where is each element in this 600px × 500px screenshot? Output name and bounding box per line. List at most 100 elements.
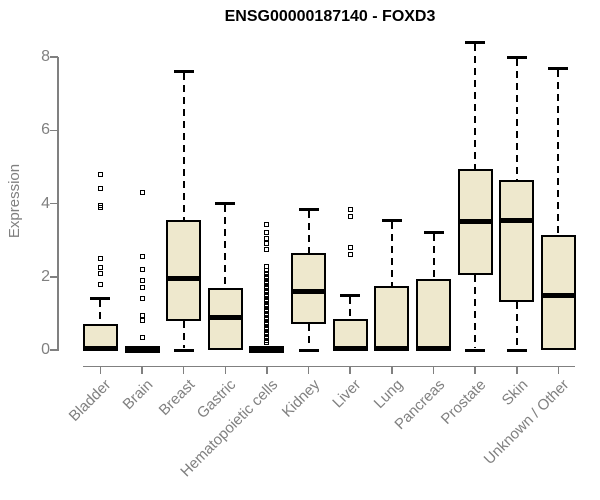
median-line <box>416 345 452 351</box>
outlier-point <box>264 327 270 333</box>
lower-whisker <box>307 324 310 349</box>
y-axis-tick-label: 2 <box>41 267 50 285</box>
x-axis-tick <box>391 365 393 374</box>
median-line <box>499 217 535 223</box>
upper-whisker <box>474 44 477 169</box>
x-axis-tick <box>557 365 560 374</box>
outlier-point <box>264 335 270 341</box>
lower-whisker <box>515 302 518 349</box>
x-axis-tick <box>141 365 143 374</box>
median-line <box>249 345 285 353</box>
box-iqr <box>499 179 535 303</box>
outlier-point <box>97 171 103 177</box>
x-axis-tick <box>182 365 185 374</box>
lower-whisker-cap <box>298 348 319 352</box>
lower-whisker-cap <box>465 348 486 352</box>
upper-whisker-cap <box>465 41 486 45</box>
upper-whisker <box>349 296 352 319</box>
outlier-point <box>264 278 270 284</box>
upper-whisker <box>515 58 518 180</box>
outlier-point <box>264 299 270 305</box>
outlier-point <box>264 246 270 252</box>
outlier-point <box>264 324 270 330</box>
outlier-point <box>97 202 103 208</box>
outlier-point <box>264 296 270 302</box>
outlier-point <box>264 306 270 312</box>
outlier-point <box>347 252 353 258</box>
y-axis-tick <box>50 202 58 205</box>
outlier-point <box>139 254 145 260</box>
upper-whisker <box>390 221 393 286</box>
median-line <box>332 345 368 351</box>
y-axis-tick-label: 6 <box>41 121 50 139</box>
outlier-point <box>264 337 270 343</box>
box-iqr <box>540 234 576 350</box>
x-axis-tick <box>516 365 518 374</box>
outlier-point <box>264 322 270 328</box>
outlier-point <box>264 270 270 276</box>
outlier-point <box>97 186 103 192</box>
outlier-point <box>264 332 270 338</box>
upper-whisker-cap <box>215 202 236 206</box>
median-line <box>207 314 243 320</box>
upper-whisker-cap <box>548 66 569 70</box>
outlier-point <box>264 286 270 292</box>
upper-whisker <box>432 234 435 279</box>
outlier-point <box>264 319 270 325</box>
outlier-point <box>139 312 145 318</box>
outlier-point <box>97 256 103 261</box>
upper-whisker <box>99 300 102 325</box>
y-axis-tick <box>50 276 58 278</box>
outlier-point <box>264 340 270 346</box>
x-axis-tick <box>99 365 102 374</box>
lower-whisker-cap <box>173 348 194 352</box>
x-axis-tick <box>474 365 476 374</box>
outlier-point <box>264 314 270 320</box>
outlier-point <box>264 309 270 315</box>
lower-whisker <box>474 274 477 349</box>
y-axis-tick-label: 8 <box>41 48 50 66</box>
upper-whisker <box>307 210 310 253</box>
median-line <box>82 345 118 351</box>
upper-whisker-cap <box>506 55 527 59</box>
outlier-point <box>97 265 103 271</box>
box-iqr <box>291 253 327 325</box>
outlier-point <box>264 264 270 270</box>
y-axis-tick <box>50 129 58 132</box>
upper-whisker-cap <box>381 218 402 222</box>
x-axis-tick <box>224 365 227 374</box>
outlier-point <box>139 190 145 196</box>
outlier-point <box>264 288 270 294</box>
outlier-point <box>347 206 353 212</box>
outlier-point <box>139 266 145 272</box>
chart-title: ENSG00000187140 - FOXD3 <box>224 8 436 25</box>
outlier-point <box>264 311 270 317</box>
outlier-point <box>139 285 145 291</box>
x-axis-tick <box>266 365 268 374</box>
outlier-point <box>139 277 145 283</box>
box-iqr <box>416 278 452 350</box>
outlier-point <box>347 213 353 219</box>
y-axis-tick <box>50 349 58 351</box>
outlier-point <box>264 267 270 273</box>
outlier-point <box>264 241 270 247</box>
outlier-point <box>264 235 270 241</box>
outlier-point <box>139 334 145 340</box>
outlier-point <box>264 294 270 300</box>
lower-whisker <box>182 320 185 349</box>
y-axis-tick-label: 0 <box>41 341 50 358</box>
outlier-point <box>264 301 270 307</box>
y-axis-tick <box>50 56 58 58</box>
outlier-point <box>139 296 145 302</box>
x-axis-tick <box>432 365 435 374</box>
outlier-point <box>264 283 270 289</box>
upper-whisker-cap <box>423 231 444 235</box>
outlier-point <box>264 276 270 282</box>
outlier-point <box>264 281 270 287</box>
upper-whisker <box>557 69 560 235</box>
outlier-point <box>264 273 270 279</box>
box-iqr <box>166 220 202 321</box>
outlier-point <box>264 222 270 228</box>
median-line <box>374 345 410 351</box>
